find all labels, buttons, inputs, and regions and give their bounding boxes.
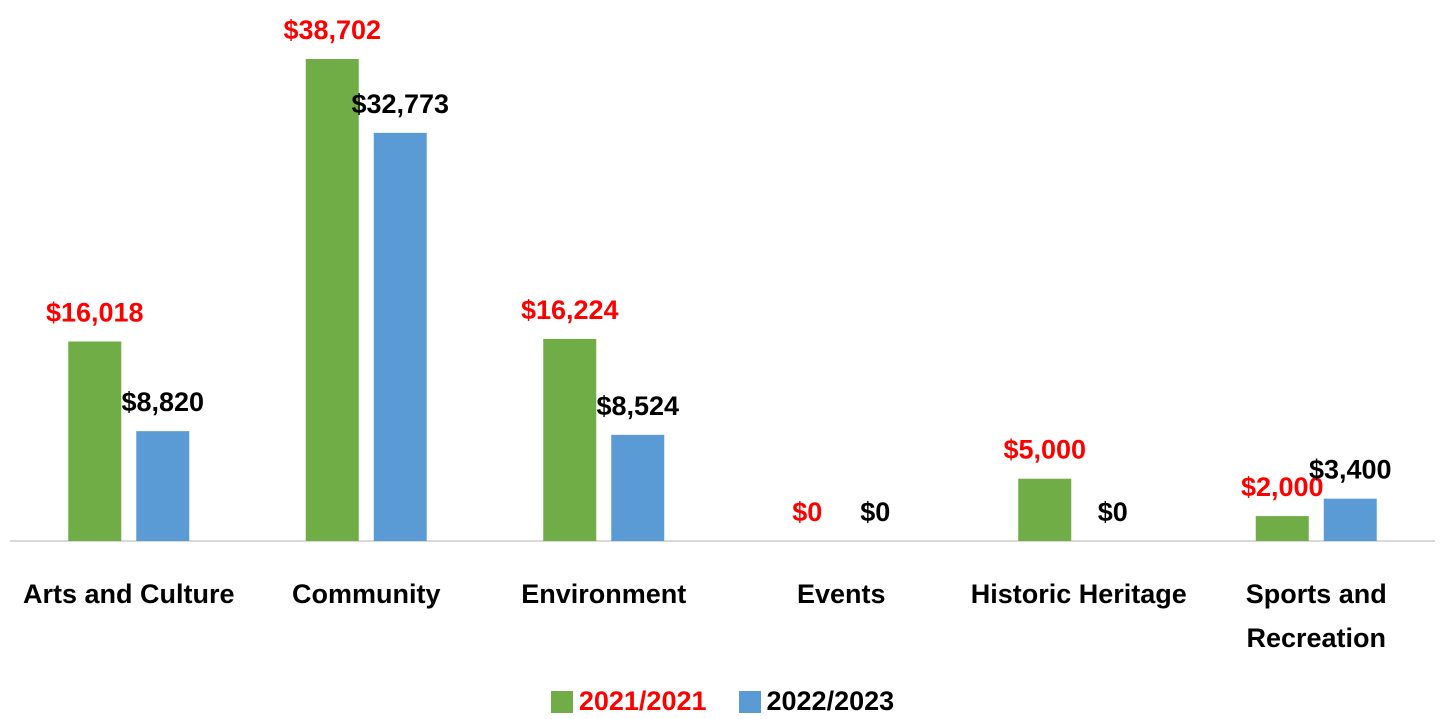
legend-item: 2021/2021	[550, 686, 707, 717]
legend: 2021/2021 2022/2023	[0, 686, 1445, 719]
bar	[611, 434, 665, 541]
bar	[1323, 498, 1377, 541]
x-tick-label: Historic Heritage	[970, 579, 1187, 609]
legend-label: 2022/2023	[766, 686, 895, 716]
bar	[373, 132, 427, 541]
data-label: $2,000	[1241, 472, 1324, 502]
legend-item: 2022/2023	[738, 686, 895, 717]
x-tick-label: Sports and Recreation	[1245, 579, 1387, 653]
x-tick-label: Environment	[521, 579, 687, 609]
legend-swatch	[738, 690, 761, 713]
legend-swatch	[550, 690, 573, 713]
data-label: $16,018	[46, 298, 144, 328]
bar	[305, 59, 359, 541]
data-label: $5,000	[1003, 435, 1086, 465]
bar	[1018, 478, 1072, 541]
data-label: $0	[1098, 497, 1128, 527]
data-label: $8,524	[596, 391, 679, 421]
data-label: $0	[860, 497, 890, 527]
data-label: $38,702	[283, 15, 381, 45]
x-tick-label: Community	[292, 579, 441, 609]
data-label: $3,400	[1309, 455, 1392, 485]
legend-label: 2021/2021	[578, 686, 707, 716]
bar	[68, 341, 122, 541]
bar	[136, 431, 190, 541]
data-label: $16,224	[521, 295, 619, 325]
data-label: $8,820	[121, 387, 204, 417]
bar	[543, 338, 597, 541]
data-label: $0	[792, 497, 822, 527]
x-tick-label: Events	[796, 579, 886, 609]
x-tick-label: Arts and Culture	[22, 579, 235, 609]
bar	[1255, 516, 1309, 541]
data-label: $32,773	[351, 89, 449, 119]
